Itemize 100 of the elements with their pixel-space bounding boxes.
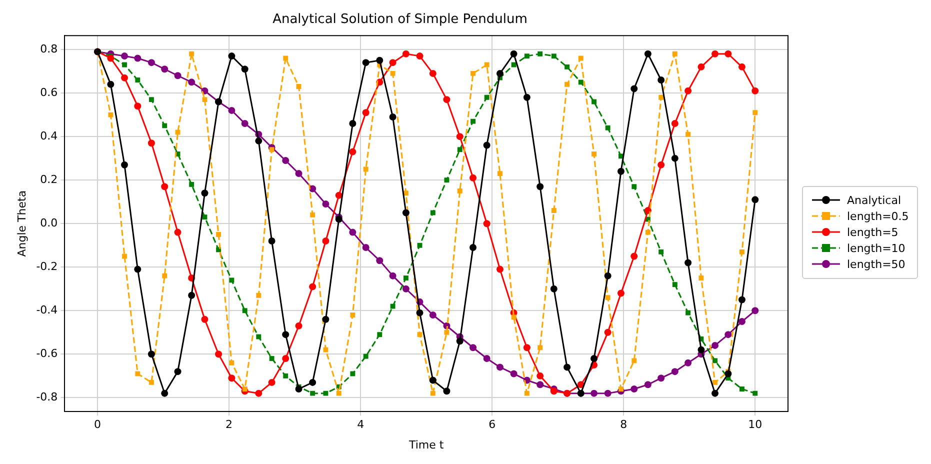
point bbox=[363, 166, 368, 172]
y-tick-label: -0.6 bbox=[36, 347, 58, 360]
point bbox=[323, 347, 328, 352]
legend-label: length=50 bbox=[847, 258, 906, 270]
x-tick-label: 8 bbox=[620, 418, 628, 432]
point bbox=[724, 331, 732, 338]
point bbox=[564, 364, 571, 371]
point bbox=[658, 94, 664, 100]
point bbox=[242, 386, 248, 392]
point bbox=[483, 355, 490, 362]
point bbox=[470, 244, 477, 252]
point bbox=[498, 171, 502, 176]
point bbox=[121, 161, 128, 168]
point bbox=[724, 50, 732, 58]
point bbox=[644, 50, 652, 58]
point bbox=[470, 174, 477, 182]
point bbox=[536, 372, 544, 380]
y-axis-title: Angle Theta bbox=[15, 190, 28, 257]
point bbox=[429, 376, 436, 384]
point bbox=[496, 266, 504, 273]
point bbox=[162, 273, 168, 278]
point bbox=[295, 385, 302, 392]
point bbox=[148, 140, 155, 147]
point bbox=[443, 388, 450, 395]
point bbox=[296, 84, 302, 89]
point bbox=[283, 373, 288, 378]
point bbox=[698, 346, 705, 354]
point bbox=[684, 87, 692, 94]
point bbox=[390, 304, 396, 309]
point bbox=[605, 295, 610, 300]
point bbox=[551, 54, 556, 59]
point bbox=[430, 210, 436, 216]
point bbox=[201, 190, 208, 197]
point bbox=[510, 50, 518, 58]
point bbox=[752, 87, 759, 94]
point bbox=[684, 359, 692, 366]
point bbox=[470, 344, 477, 352]
y-tick-label: 0.8 bbox=[40, 42, 58, 56]
point bbox=[134, 54, 142, 62]
point bbox=[632, 358, 637, 364]
point bbox=[550, 388, 558, 395]
point bbox=[510, 370, 518, 378]
point bbox=[188, 78, 196, 86]
point bbox=[724, 370, 732, 378]
point bbox=[617, 290, 624, 297]
point bbox=[148, 380, 154, 385]
point bbox=[389, 59, 396, 66]
point bbox=[402, 50, 410, 58]
point bbox=[201, 316, 208, 323]
point bbox=[162, 123, 168, 128]
point bbox=[377, 332, 382, 338]
point bbox=[630, 252, 638, 260]
point bbox=[712, 380, 718, 385]
point bbox=[202, 97, 208, 102]
point bbox=[738, 63, 746, 70]
point bbox=[135, 371, 140, 376]
point bbox=[229, 360, 234, 366]
point bbox=[618, 386, 624, 392]
point bbox=[698, 276, 704, 280]
point bbox=[457, 147, 462, 152]
x-tick-label: 4 bbox=[357, 418, 364, 432]
point bbox=[188, 292, 196, 299]
point bbox=[658, 374, 665, 382]
point bbox=[645, 230, 650, 235]
point bbox=[282, 331, 290, 338]
point bbox=[712, 390, 719, 397]
point bbox=[538, 51, 543, 56]
point bbox=[148, 350, 155, 358]
point bbox=[644, 381, 652, 388]
point bbox=[336, 390, 342, 396]
point bbox=[322, 238, 330, 245]
point bbox=[632, 184, 637, 190]
legend-label: length=0.5 bbox=[847, 210, 909, 222]
point bbox=[698, 63, 705, 70]
point bbox=[738, 318, 746, 326]
point bbox=[658, 161, 665, 168]
point bbox=[256, 334, 262, 340]
point bbox=[228, 106, 236, 114]
point bbox=[161, 390, 168, 397]
point bbox=[470, 118, 476, 124]
point bbox=[148, 59, 155, 66]
point bbox=[174, 228, 182, 236]
point bbox=[483, 142, 490, 149]
point bbox=[282, 355, 290, 362]
point bbox=[189, 182, 194, 187]
point bbox=[496, 364, 504, 371]
point bbox=[175, 130, 180, 135]
point bbox=[484, 94, 490, 100]
point bbox=[349, 120, 356, 128]
point bbox=[241, 66, 248, 73]
point bbox=[752, 196, 759, 204]
point bbox=[216, 232, 222, 237]
point bbox=[242, 308, 248, 314]
point bbox=[134, 266, 142, 273]
point bbox=[174, 368, 182, 376]
point bbox=[604, 272, 612, 280]
point bbox=[578, 80, 584, 85]
point bbox=[592, 99, 596, 104]
point bbox=[402, 209, 410, 216]
point bbox=[739, 249, 744, 254]
